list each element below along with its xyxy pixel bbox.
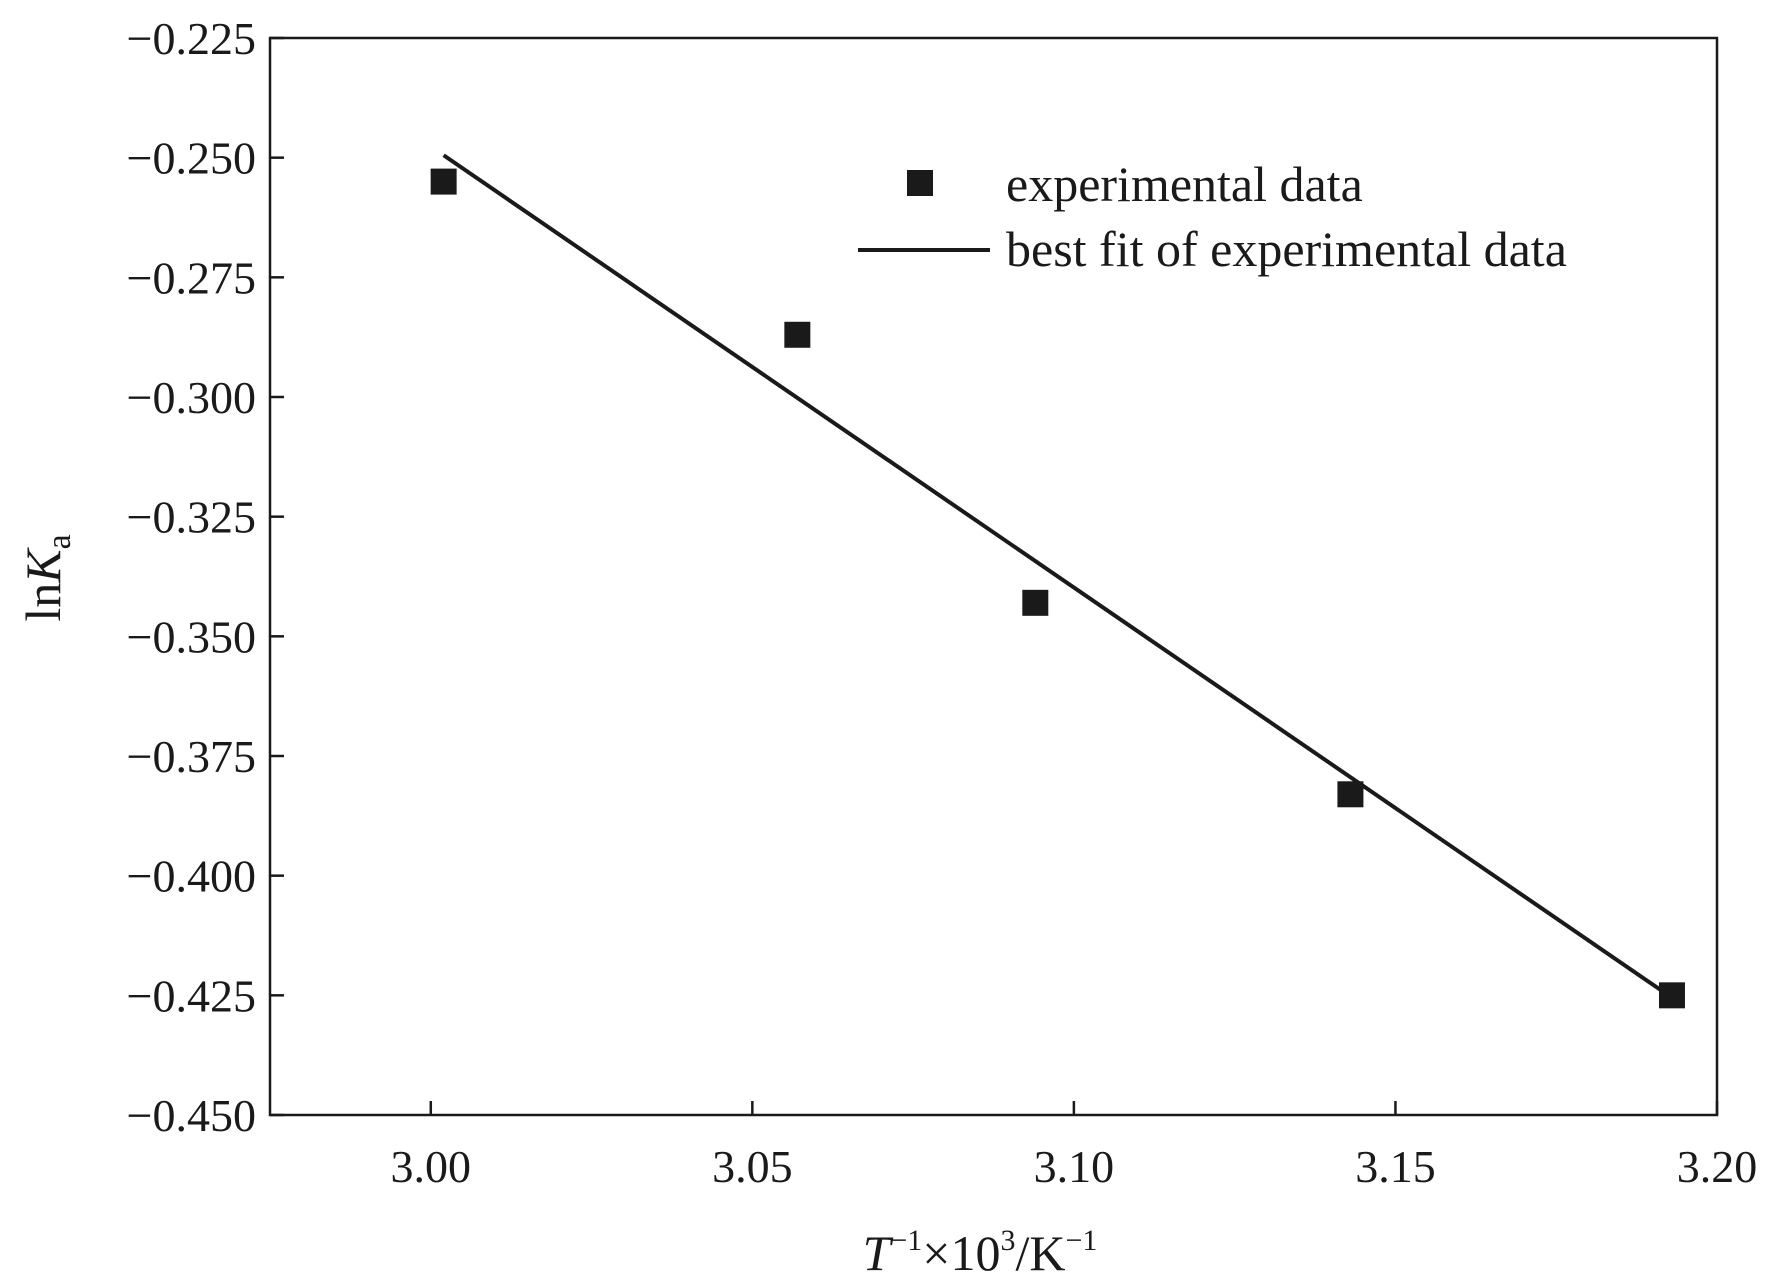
y-tick-label: −0.350 bbox=[127, 611, 256, 662]
data-point bbox=[1658, 982, 1685, 1009]
x-tick-label: 3.10 bbox=[1034, 1141, 1115, 1192]
y-axis-ticks: −0.225 −0.250 −0.275 −0.300 −0.325 −0.350 −0.3… bbox=[127, 13, 284, 1141]
y-tick-label: −0.300 bbox=[127, 372, 256, 423]
fit-line-layer bbox=[442, 153, 1674, 1000]
y-tick-label: −0.375 bbox=[127, 731, 256, 782]
y-tick-label: −0.450 bbox=[127, 1090, 256, 1141]
data-point bbox=[1337, 781, 1364, 808]
y-axis-title: lnKa bbox=[15, 534, 78, 621]
x-axis-title-base: T bbox=[863, 1225, 894, 1281]
legend: experimental data best fit of experiment… bbox=[858, 156, 1567, 277]
y-tick-label: −0.325 bbox=[127, 492, 256, 543]
legend-label-best-fit: best fit of experimental data bbox=[1006, 221, 1567, 277]
x-tick-label: 3.15 bbox=[1355, 1141, 1436, 1192]
y-tick-label: −0.425 bbox=[127, 970, 256, 1021]
y-tick-label: −0.225 bbox=[127, 13, 256, 64]
legend-marker-experimental-data bbox=[907, 170, 933, 196]
y-axis-title-base: ln bbox=[15, 583, 71, 622]
data-point bbox=[784, 321, 811, 348]
data-points-layer bbox=[430, 168, 1685, 1009]
x-tick-label: 3.00 bbox=[391, 1141, 472, 1192]
x-axis-title-unit: /K bbox=[1016, 1225, 1066, 1281]
x-axis-title: T−1×103/K−1 bbox=[863, 1224, 1098, 1281]
y-axis-title-italic: K bbox=[15, 547, 71, 584]
y-tick-label: −0.275 bbox=[127, 252, 256, 303]
y-axis-title-sub: a bbox=[41, 534, 78, 549]
x-axis-ticks: 3.00 3.05 3.10 3.15 3.20 bbox=[391, 1101, 1758, 1192]
y-tick-label: −0.400 bbox=[127, 851, 256, 902]
x-axis-title-sup2: 3 bbox=[1001, 1224, 1016, 1257]
x-axis-title-mid: ×10 bbox=[922, 1225, 1000, 1281]
x-axis-title-sup1: −1 bbox=[890, 1224, 922, 1257]
fit-line bbox=[442, 153, 1674, 1000]
data-point bbox=[430, 168, 457, 195]
x-tick-label: 3.20 bbox=[1677, 1141, 1758, 1192]
legend-label-experimental-data: experimental data bbox=[1006, 156, 1363, 212]
data-point bbox=[1022, 589, 1049, 616]
y-tick-label: −0.250 bbox=[127, 133, 256, 184]
x-tick-label: 3.05 bbox=[712, 1141, 793, 1192]
x-axis-title-sup3: −1 bbox=[1066, 1224, 1098, 1257]
plot-frame bbox=[268, 36, 1719, 1117]
